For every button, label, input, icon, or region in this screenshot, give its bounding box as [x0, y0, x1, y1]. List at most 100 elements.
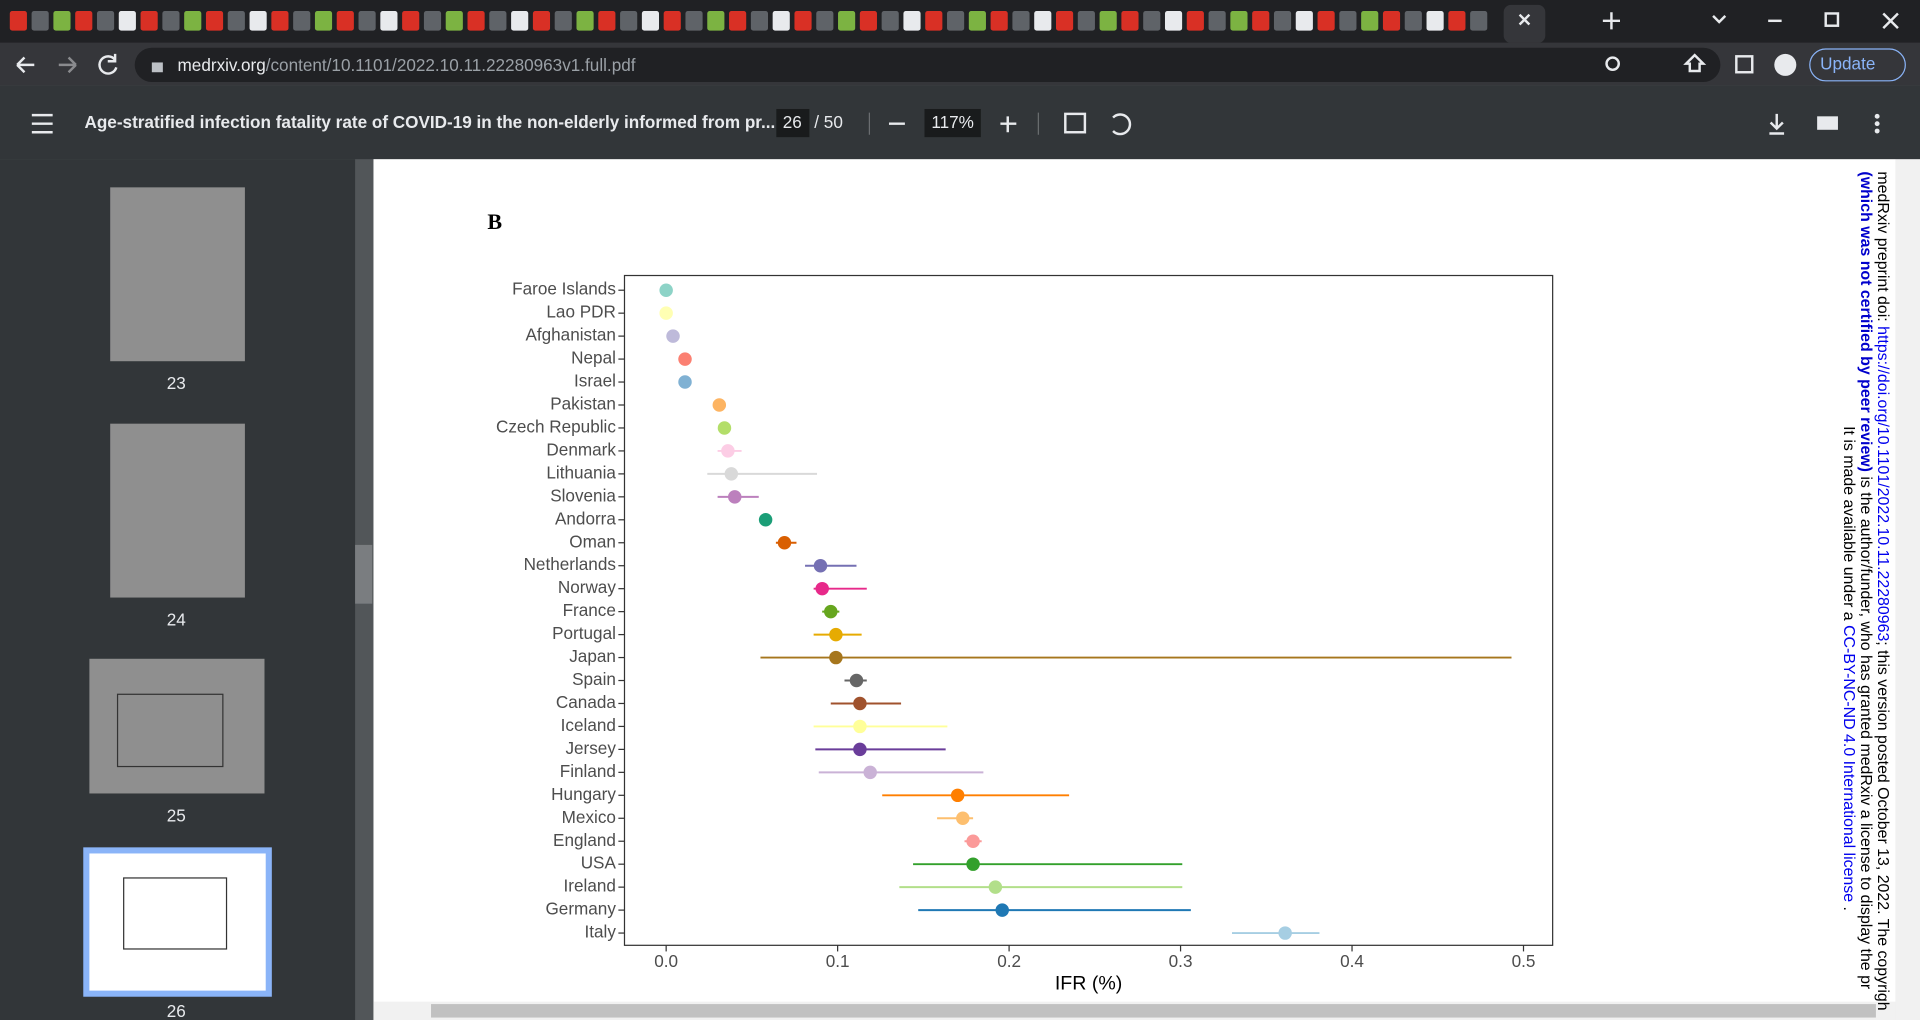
more[interactable] — [1874, 113, 1880, 134]
tab-favicon[interactable] — [423, 11, 442, 31]
thumbnail[interactable] — [110, 423, 245, 598]
doi-link[interactable]: https://doi.org/10.1101/2022.10.11.22280… — [1874, 326, 1891, 641]
maximize[interactable] — [1824, 12, 1840, 27]
tab-favicon[interactable] — [1034, 11, 1052, 31]
h-scroll-thumb[interactable] — [431, 1004, 1876, 1018]
zoom-in[interactable] — [1000, 116, 1017, 133]
update-button[interactable] — [1809, 48, 1906, 82]
tab-favicon[interactable] — [816, 11, 834, 31]
forward[interactable] — [58, 56, 77, 74]
tab-favicon[interactable] — [903, 11, 921, 31]
thumbnail[interactable] — [89, 658, 265, 794]
tab-favicon[interactable] — [511, 11, 529, 31]
tab-favicon[interactable] — [314, 11, 333, 31]
rotate[interactable] — [1112, 113, 1132, 136]
tab-favicon[interactable] — [794, 11, 812, 31]
tab-favicon[interactable] — [685, 11, 703, 31]
tab-favicon[interactable] — [859, 11, 877, 31]
tab-favicon[interactable] — [881, 11, 899, 31]
tab-favicon[interactable] — [1317, 11, 1335, 31]
back[interactable] — [16, 56, 35, 74]
tab-favicon[interactable] — [838, 11, 856, 31]
tab-favicon[interactable] — [620, 11, 638, 31]
tab-favicon[interactable] — [990, 11, 1008, 31]
tab-favicon[interactable] — [1121, 11, 1139, 31]
tab-favicon[interactable] — [1012, 11, 1030, 31]
tab-favicon[interactable] — [1099, 11, 1117, 31]
tab-favicon[interactable] — [1295, 11, 1313, 31]
omnibox[interactable] — [134, 47, 1721, 83]
tab-favicon[interactable] — [968, 11, 986, 31]
tab-favicon[interactable] — [1164, 11, 1183, 31]
tab-favicon[interactable] — [227, 11, 245, 31]
tab-favicon[interactable] — [1426, 11, 1444, 31]
tab-favicon[interactable] — [576, 11, 594, 31]
tab-favicon[interactable] — [293, 11, 311, 31]
tab-favicon[interactable] — [205, 11, 224, 31]
tab-favicon[interactable] — [1208, 11, 1226, 31]
tab-search[interactable] — [1712, 15, 1727, 24]
tab-favicon[interactable] — [75, 11, 93, 31]
tab-favicon[interactable] — [729, 11, 747, 31]
tab-favicon[interactable] — [140, 11, 158, 31]
active-tab[interactable] — [1503, 4, 1546, 43]
tab-favicon[interactable] — [1273, 11, 1292, 31]
tab-favicon[interactable] — [1382, 11, 1401, 31]
tab-favicon[interactable] — [358, 11, 376, 31]
tab-favicon[interactable] — [162, 11, 180, 31]
tab-favicon[interactable] — [402, 11, 420, 31]
tab-favicon[interactable] — [772, 11, 790, 31]
tab-favicon[interactable] — [1252, 11, 1270, 31]
profile[interactable] — [1774, 53, 1797, 76]
download[interactable] — [1769, 113, 1785, 135]
tab-favicon[interactable] — [184, 11, 202, 31]
tab-favicon[interactable] — [1470, 11, 1488, 31]
tab-favicon[interactable] — [707, 11, 725, 31]
tab-favicon[interactable] — [554, 11, 572, 31]
side-panel[interactable] — [1735, 55, 1754, 74]
bookmark[interactable] — [1683, 53, 1707, 73]
zoom-icon[interactable] — [1605, 56, 1620, 72]
close-window[interactable] — [1882, 12, 1899, 30]
tab-favicon[interactable] — [249, 11, 267, 31]
tab-favicon[interactable] — [925, 11, 943, 31]
tab-favicon[interactable] — [445, 11, 463, 31]
tab-favicon[interactable] — [489, 11, 507, 31]
fit-page[interactable] — [1064, 112, 1087, 134]
thumbnail[interactable] — [110, 187, 245, 362]
close-tab[interactable] — [1518, 13, 1531, 26]
page-input[interactable] — [776, 108, 810, 138]
tab-favicon[interactable] — [1339, 11, 1357, 31]
tab-favicon[interactable] — [118, 11, 136, 31]
tab-favicon[interactable] — [467, 11, 485, 31]
tab-favicon[interactable] — [380, 11, 398, 31]
tab-favicon[interactable] — [750, 11, 768, 31]
tab-favicon[interactable] — [1230, 11, 1248, 31]
tab-favicon[interactable] — [1361, 11, 1379, 31]
tab-favicon[interactable] — [1404, 11, 1422, 31]
tab-favicon[interactable] — [31, 11, 49, 31]
tab-favicon[interactable] — [663, 11, 681, 31]
menu[interactable] — [31, 113, 53, 134]
tab-favicon[interactable] — [947, 11, 965, 31]
tab-favicon[interactable] — [598, 11, 616, 31]
sidebar-scrollbar[interactable] — [355, 544, 373, 604]
license-link[interactable]: CC-BY-NC-ND 4.0 International license — [1840, 625, 1857, 902]
reload[interactable] — [98, 53, 118, 75]
tab-favicon[interactable] — [1448, 11, 1466, 31]
tab-favicon[interactable] — [532, 11, 551, 31]
zoom-input[interactable] — [924, 108, 981, 138]
tab-favicon[interactable] — [1143, 11, 1161, 31]
tab-favicon[interactable] — [271, 11, 289, 31]
print[interactable] — [1817, 116, 1838, 130]
tab-favicon[interactable] — [9, 11, 27, 31]
tab-favicon[interactable] — [1186, 11, 1204, 31]
tab-favicon[interactable] — [1077, 11, 1095, 31]
new-tab[interactable] — [1602, 12, 1620, 30]
tab-favicon[interactable] — [336, 11, 354, 31]
tab-favicon[interactable] — [1056, 11, 1074, 31]
tab-favicon[interactable] — [641, 11, 660, 31]
tab-favicon[interactable] — [96, 11, 115, 31]
scrollbar[interactable] — [1895, 159, 1920, 1020]
tab-favicon[interactable] — [53, 11, 71, 31]
